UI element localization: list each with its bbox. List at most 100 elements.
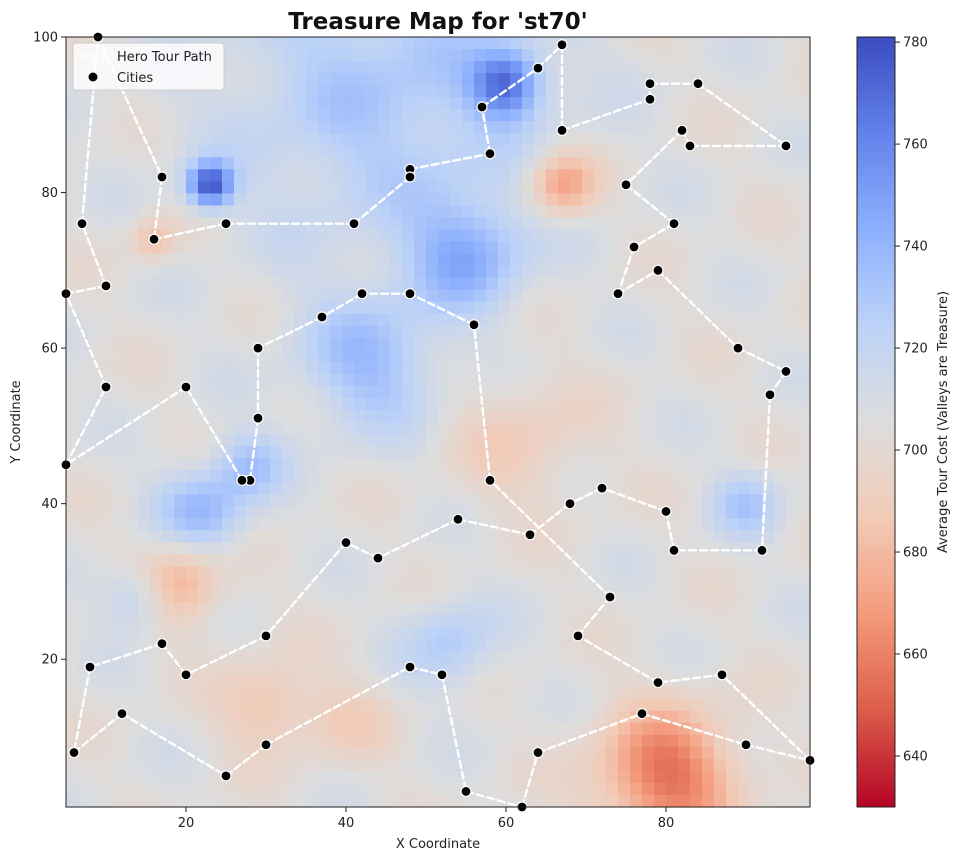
heatmap-cell xyxy=(378,470,391,483)
heatmap-cell xyxy=(474,614,487,628)
heatmap-cell xyxy=(222,506,235,519)
heatmap-cell xyxy=(798,97,811,110)
heatmap-cell xyxy=(546,145,559,158)
heatmap-cell xyxy=(642,361,655,375)
heatmap-cell xyxy=(186,217,199,231)
heatmap-cell xyxy=(126,289,139,303)
heatmap-cell xyxy=(630,554,643,567)
heatmap-cell xyxy=(762,554,775,567)
heatmap-cell xyxy=(306,650,319,664)
heatmap-cell xyxy=(186,361,199,375)
heatmap-cell xyxy=(774,506,787,519)
heatmap-cell xyxy=(450,554,463,567)
heatmap-cell xyxy=(606,662,619,676)
heatmap-cell xyxy=(306,746,319,760)
heatmap-cell xyxy=(78,566,91,580)
heatmap-cell xyxy=(582,530,595,543)
heatmap-cell xyxy=(258,422,271,435)
heatmap-cell xyxy=(354,193,367,207)
heatmap-cell xyxy=(594,662,607,676)
heatmap-cell xyxy=(762,710,775,724)
heatmap-cell xyxy=(186,157,199,170)
heatmap-cell xyxy=(486,49,499,62)
heatmap-cell xyxy=(474,458,487,471)
heatmap-cell xyxy=(534,397,547,411)
heatmap-cell xyxy=(606,97,619,110)
heatmap-cell xyxy=(318,229,331,243)
heatmap-cell xyxy=(462,554,475,567)
heatmap-cell xyxy=(78,614,91,628)
heatmap-cell xyxy=(486,614,499,628)
heatmap-cell xyxy=(414,49,427,62)
heatmap-cell xyxy=(438,446,451,459)
heatmap-cell xyxy=(126,253,139,267)
heatmap-cell xyxy=(126,734,139,748)
heatmap-cell xyxy=(534,662,547,676)
heatmap-cell xyxy=(546,409,559,423)
heatmap-cell xyxy=(474,602,487,616)
heatmap-cell xyxy=(282,385,295,399)
heatmap-cell xyxy=(66,241,79,255)
heatmap-cell xyxy=(90,289,103,303)
heatmap-cell xyxy=(546,277,559,291)
heatmap-cell xyxy=(330,97,343,110)
heatmap-cell xyxy=(186,794,199,808)
heatmap-cell xyxy=(222,518,235,531)
heatmap-cell xyxy=(402,313,415,327)
heatmap-cell xyxy=(678,590,691,604)
heatmap-cell xyxy=(678,494,691,507)
heatmap-cell xyxy=(570,614,583,628)
x-tick-label: 20 xyxy=(178,816,195,831)
heatmap-cell xyxy=(570,746,583,760)
heatmap-cell xyxy=(390,277,403,291)
heatmap-cell xyxy=(318,542,331,555)
heatmap-cell xyxy=(510,590,523,604)
heatmap-cell xyxy=(414,506,427,519)
heatmap-cell xyxy=(534,578,547,592)
heatmap-cell xyxy=(126,506,139,519)
heatmap-cell xyxy=(510,181,523,195)
heatmap-cell xyxy=(90,530,103,543)
heatmap-cell xyxy=(390,698,403,712)
heatmap-cell xyxy=(486,638,499,652)
heatmap-cell xyxy=(750,470,763,483)
heatmap-cell xyxy=(702,554,715,567)
heatmap-cell xyxy=(486,590,499,604)
heatmap-cell xyxy=(546,782,559,796)
heatmap-cell xyxy=(606,181,619,195)
heatmap-cell xyxy=(570,61,583,74)
heatmap-cell xyxy=(210,385,223,399)
heatmap-cell xyxy=(534,458,547,471)
heatmap-cell xyxy=(366,530,379,543)
heatmap-cell xyxy=(642,746,655,760)
heatmap-cell xyxy=(210,578,223,592)
heatmap-cell xyxy=(186,530,199,543)
heatmap-cell xyxy=(630,121,643,134)
heatmap-cell xyxy=(630,301,643,315)
heatmap-cell xyxy=(618,794,631,808)
heatmap-cell xyxy=(282,614,295,628)
heatmap-cell xyxy=(270,770,283,784)
heatmap-cell xyxy=(570,205,583,219)
heatmap-cell xyxy=(366,301,379,315)
heatmap-cell xyxy=(570,518,583,531)
heatmap-cell xyxy=(450,746,463,760)
heatmap-cell xyxy=(666,710,679,724)
heatmap-cell xyxy=(450,566,463,580)
heatmap-cell xyxy=(426,566,439,580)
heatmap-cell xyxy=(366,722,379,736)
heatmap-cell xyxy=(426,229,439,243)
heatmap-cell xyxy=(678,518,691,531)
heatmap-cell xyxy=(318,241,331,255)
heatmap-cell xyxy=(66,626,79,640)
heatmap-cell xyxy=(258,397,271,411)
heatmap-cell xyxy=(690,37,703,50)
heatmap-cell xyxy=(330,325,343,339)
heatmap-cell xyxy=(234,361,247,375)
heatmap-cell xyxy=(546,530,559,543)
heatmap-cell xyxy=(654,109,667,122)
heatmap-cell xyxy=(546,614,559,628)
heatmap-cell xyxy=(126,205,139,219)
heatmap-cell xyxy=(378,626,391,640)
heatmap-cell xyxy=(378,181,391,195)
